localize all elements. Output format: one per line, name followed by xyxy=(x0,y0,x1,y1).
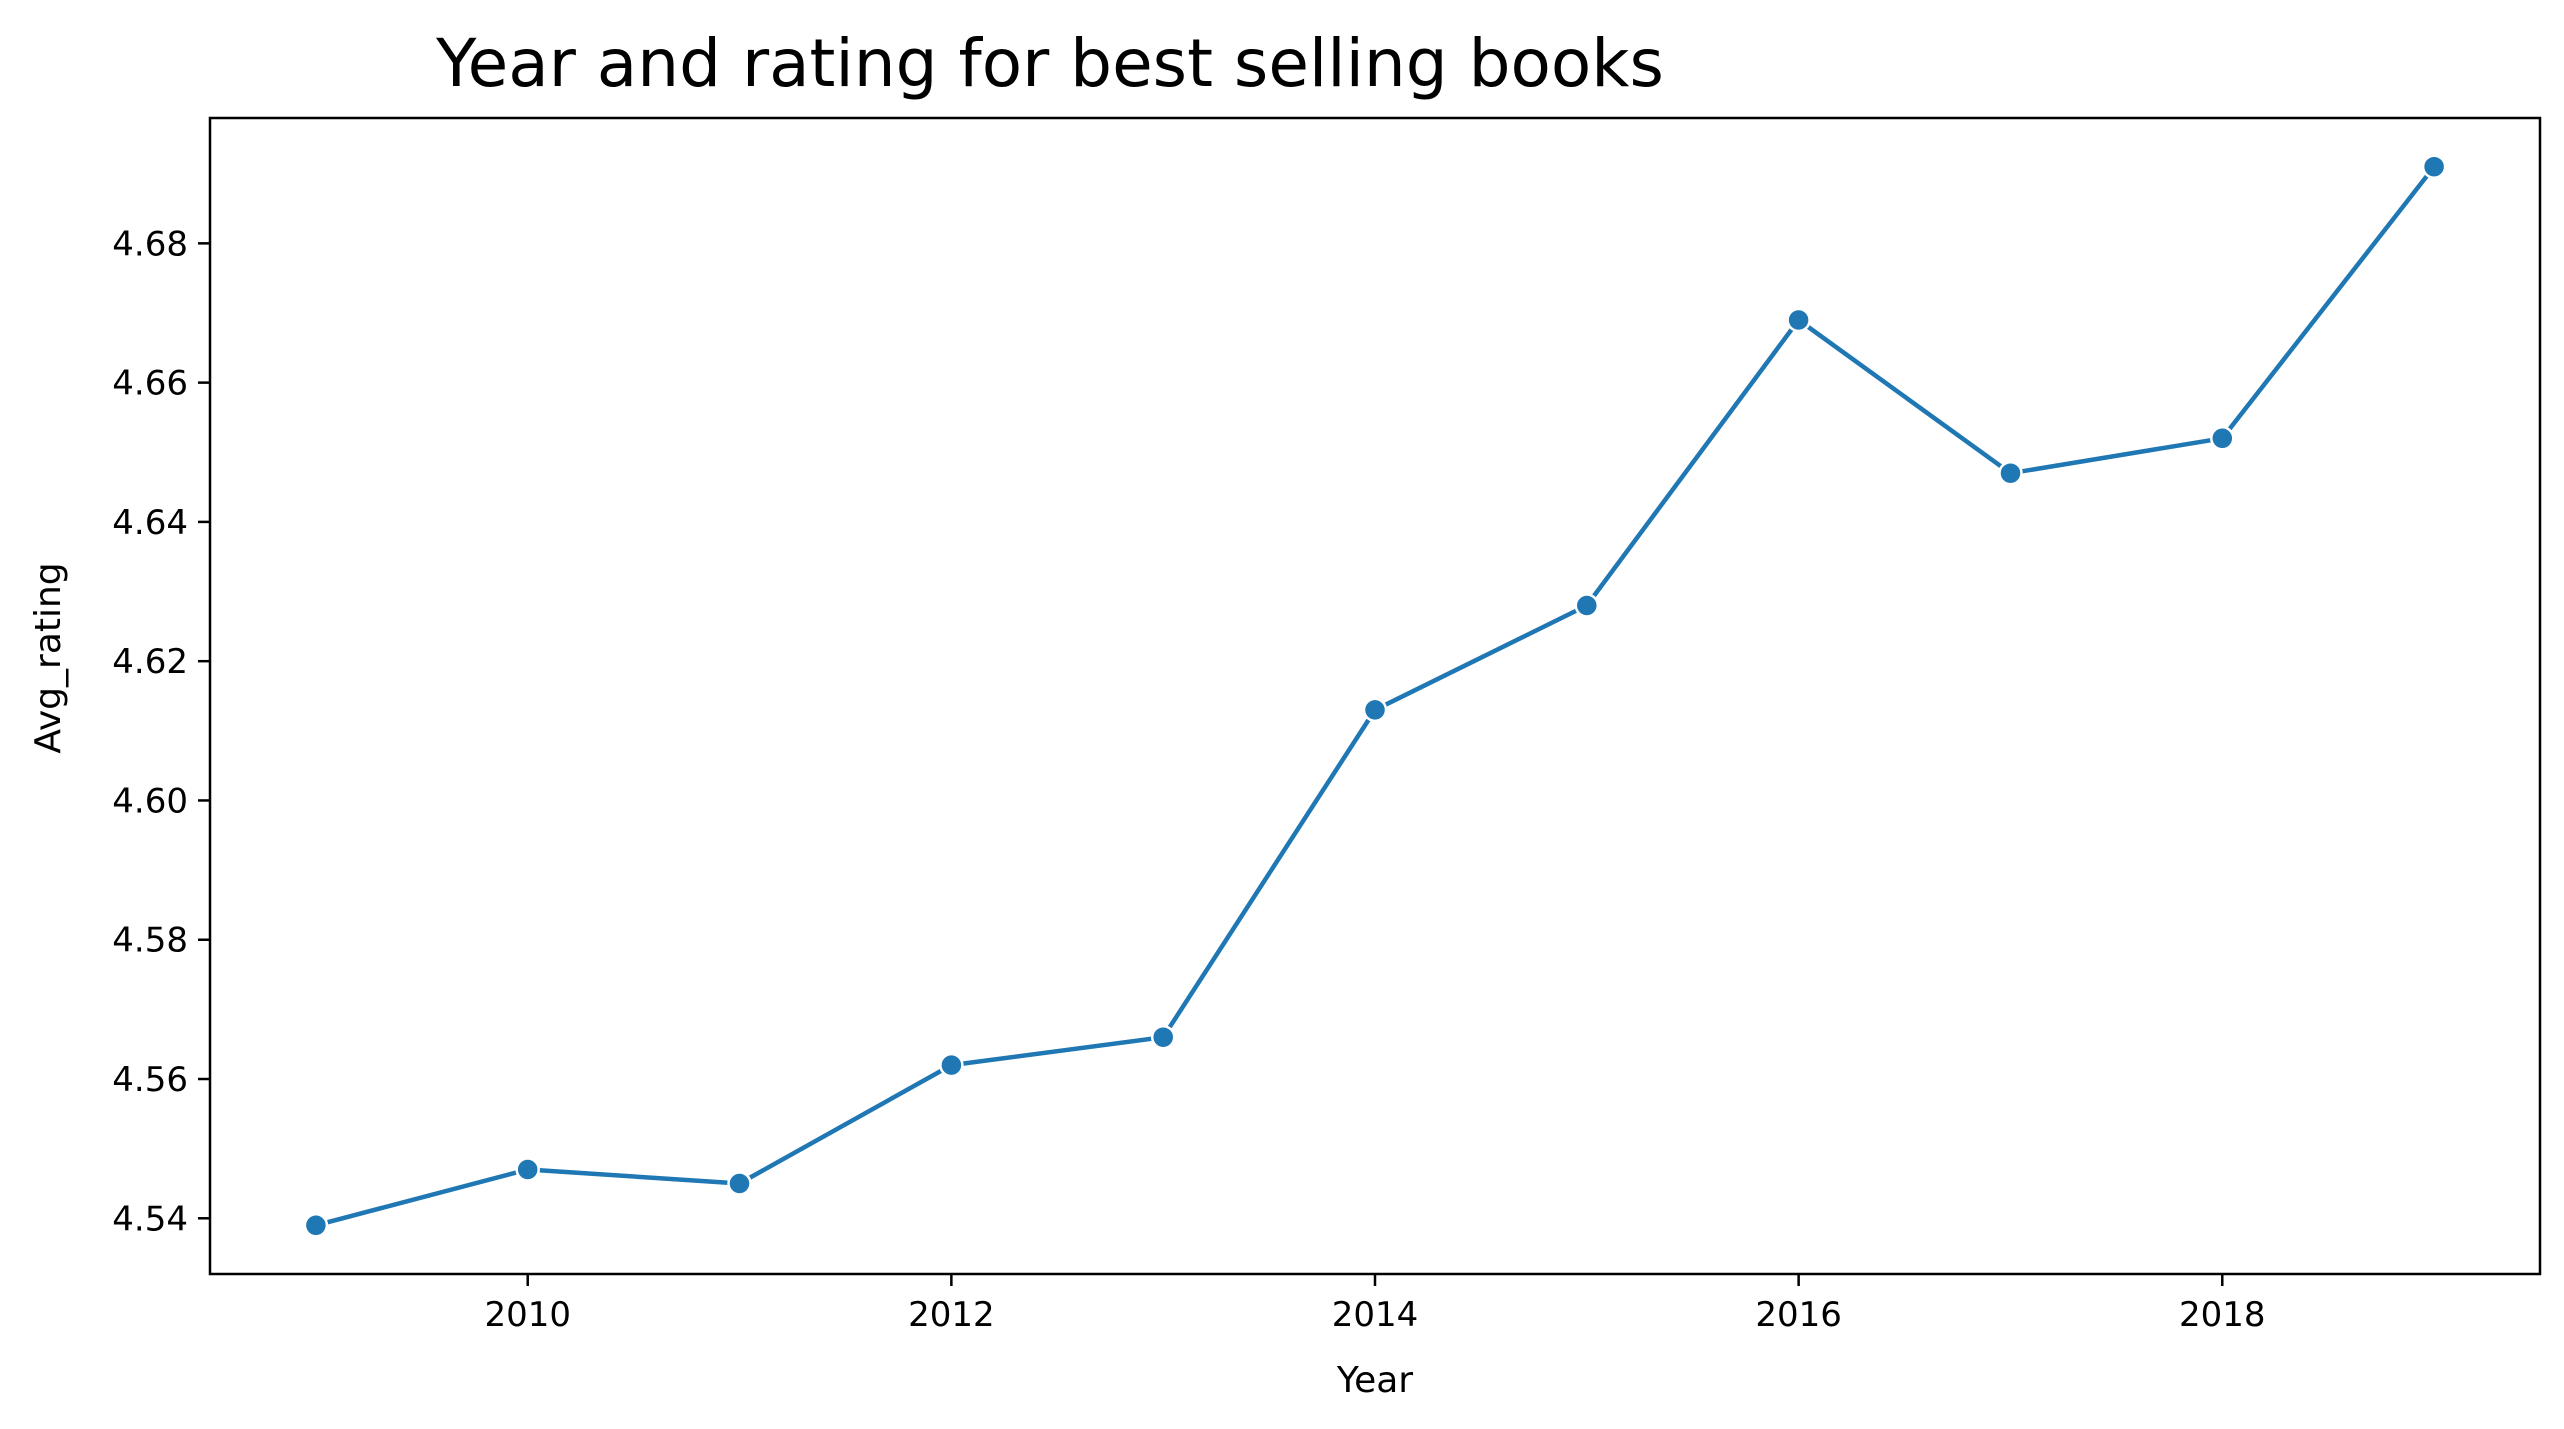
x-tick-label: 2016 xyxy=(1755,1295,1842,1335)
data-point-2010 xyxy=(515,1157,540,1182)
x-tick-label: 2012 xyxy=(908,1295,995,1335)
data-point-2011 xyxy=(727,1171,752,1196)
y-axis: 4.54 4.56 4.58 4.60 4.62 4.64 4.66 4.68 xyxy=(112,224,210,1239)
x-axis-label: Year xyxy=(1336,1360,1413,1401)
data-point-2017 xyxy=(1998,460,2023,486)
plot-frame xyxy=(208,116,2542,1276)
y-tick-label: 4.68 xyxy=(112,224,188,264)
x-tick-label: 2014 xyxy=(1332,1295,1419,1335)
series-markers xyxy=(303,154,2447,1238)
series-line xyxy=(313,164,2437,1228)
y-tick-label: 4.66 xyxy=(112,364,188,404)
y-tick-label: 4.58 xyxy=(112,921,188,961)
chart-title: Year and rating for best selling books xyxy=(435,25,1664,102)
y-tick-label: 4.64 xyxy=(112,503,188,543)
y-tick-label: 4.56 xyxy=(112,1060,188,1100)
y-tick-label: 4.60 xyxy=(112,781,188,821)
x-axis: 2010 2012 2014 2016 2018 xyxy=(484,1274,2266,1335)
y-axis-label: Avg_rating xyxy=(28,562,69,753)
x-tick-label: 2010 xyxy=(484,1295,571,1335)
x-tick-label: 2018 xyxy=(2179,1295,2266,1335)
y-tick-label: 4.62 xyxy=(112,642,188,682)
data-point-2018 xyxy=(2210,426,2235,451)
data-point-2013 xyxy=(1150,1024,1176,1050)
data-point-2016 xyxy=(1786,307,1811,333)
data-point-2014 xyxy=(1362,697,1388,723)
data-point-2009 xyxy=(303,1213,329,1238)
data-point-2012 xyxy=(939,1052,964,1078)
y-tick-label: 4.54 xyxy=(112,1199,188,1239)
plot-area xyxy=(208,116,2542,1276)
data-point-2019 xyxy=(2421,154,2447,179)
data-point-2015 xyxy=(1574,593,1600,618)
